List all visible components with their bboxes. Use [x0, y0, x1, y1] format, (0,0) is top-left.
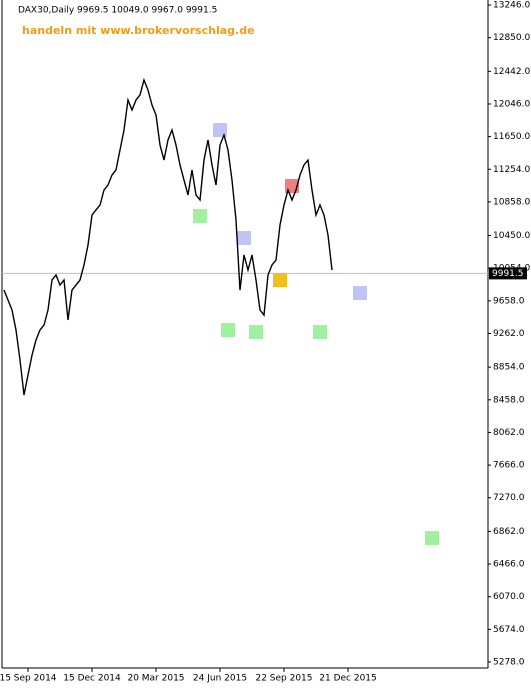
x-tick-label: 15 Sep 2014: [0, 674, 57, 684]
y-tick-label: 9262.0: [493, 329, 525, 339]
y-tick-label: 13246.0: [493, 1, 530, 11]
marker: [249, 325, 263, 340]
y-tick-label: 5674.0: [493, 625, 525, 635]
y-tick-label: 12046.0: [493, 99, 530, 109]
subtitle: handeln mit www.brokervorschlag.de: [22, 24, 255, 37]
current-price-box: [489, 267, 527, 280]
y-tick-label: 6466.0: [493, 560, 525, 570]
marker: [313, 325, 327, 340]
y-tick-label: 8062.0: [493, 428, 525, 438]
marker: [193, 209, 207, 224]
y-tick-label: 11650.0: [493, 132, 530, 142]
chart-title: DAX30,Daily 9969.5 10049.0 9967.0 9991.5: [18, 6, 217, 16]
x-tick-label: 20 Mar 2015: [127, 674, 184, 684]
marker: [273, 272, 287, 287]
y-tick-label: 8458.0: [493, 395, 525, 405]
x-tick-label: 15 Dec 2014: [63, 674, 121, 684]
y-tick-label: 11254.0: [493, 165, 530, 175]
y-tick-label: 6862.0: [493, 527, 525, 537]
y-tick-label: 7666.0: [493, 461, 525, 471]
y-tick-label: 12442.0: [493, 67, 530, 77]
y-tick-label: 9658.0: [493, 296, 525, 306]
y-tick-label: 5278.0: [493, 657, 525, 667]
x-tick-label: 22 Sep 2015: [255, 674, 312, 684]
price-line: [3, 77, 333, 396]
marker: [353, 286, 367, 301]
marker: [213, 123, 227, 138]
x-tick-label: 24 Jun 2015: [193, 674, 247, 684]
y-tick-label: 8854.0: [493, 363, 525, 373]
marker: [221, 323, 235, 338]
marker: [425, 531, 439, 546]
y-tick-label: 12850.0: [493, 33, 530, 43]
marker: [237, 231, 251, 246]
y-tick-label: 7270.0: [493, 493, 525, 503]
current-price-label: 9991.5: [492, 269, 524, 279]
y-tick-label: 10450.0: [493, 231, 530, 241]
y-tick-label: 6070.0: [493, 592, 525, 602]
y-tick-label: 10858.0: [493, 197, 530, 207]
x-tick-label: 21 Dec 2015: [319, 674, 377, 684]
